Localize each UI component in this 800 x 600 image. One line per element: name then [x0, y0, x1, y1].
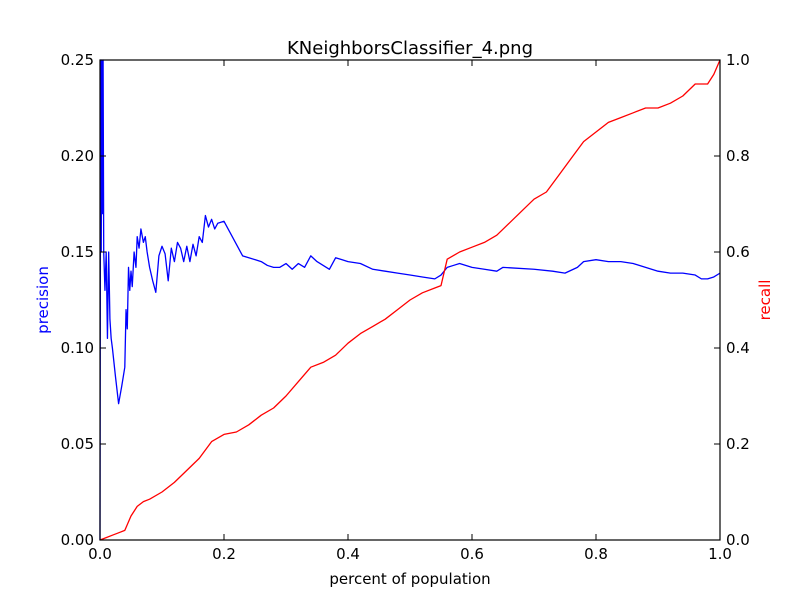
- precision-series-line: [99, 59, 721, 541]
- x-tick-label: 0.2: [212, 545, 236, 563]
- x-axis-label: percent of population: [329, 570, 490, 588]
- x-tick-label: 0.6: [460, 545, 484, 563]
- x-tick-label: 0.0: [88, 545, 112, 563]
- left-y-tick-label: 0.15: [61, 243, 94, 261]
- right-y-tick-label: 0.8: [726, 147, 750, 165]
- right-y-tick-label: 0.4: [726, 339, 750, 357]
- chart-title: KNeighborsClassifier_4.png: [287, 38, 533, 59]
- right-y-tick-label: 0.2: [726, 435, 750, 453]
- left-y-tick-label: 0.05: [61, 435, 94, 453]
- left-y-axis-ticks: 0.00 0.05 0.10 0.15 0.20 0.25: [61, 51, 106, 549]
- x-tick-label: 0.4: [336, 545, 360, 563]
- series-layer: [99, 59, 721, 541]
- left-y-tick-label: 0.25: [61, 51, 94, 69]
- left-y-axis-label: precision: [34, 266, 52, 334]
- x-tick-label: 0.8: [584, 545, 608, 563]
- right-y-axis-ticks: 0.0 0.2 0.4 0.6 0.8 1.0: [714, 51, 750, 549]
- right-y-tick-label: 1.0: [726, 51, 750, 69]
- right-y-tick-label: 0.0: [726, 531, 750, 549]
- plot-frame: [99, 59, 721, 541]
- right-y-tick-label: 0.6: [726, 243, 750, 261]
- x-axis-ticks: 0.0 0.2 0.4 0.6 0.8 1.0: [88, 60, 732, 563]
- left-y-tick-label: 0.00: [61, 531, 94, 549]
- right-y-axis-label: recall: [756, 280, 774, 321]
- x-tick-label: 1.0: [708, 545, 732, 563]
- left-y-tick-label: 0.20: [61, 147, 94, 165]
- left-y-tick-label: 0.10: [61, 339, 94, 357]
- recall-series-line: [99, 59, 721, 541]
